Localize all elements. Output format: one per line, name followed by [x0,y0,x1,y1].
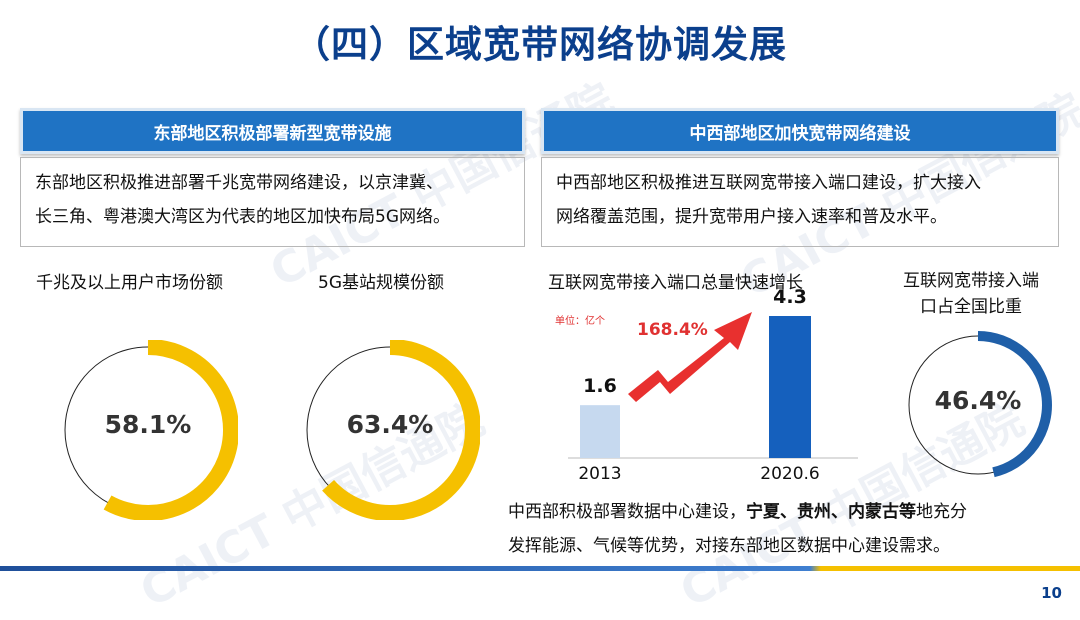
datacenter-line1-tail: 地充分 [916,502,967,522]
bar-2013 [580,405,620,458]
bar-2020-6-value-label: 4.3 [773,286,807,308]
growth-rate-label: 168.4% [637,320,708,340]
5g-share-value: 63.4% [346,410,434,439]
left-section-header: 东部地区积极部署新型宽带设施 [20,108,525,154]
port-share-ring [908,331,1052,478]
ring-progress-arc [977,331,1052,478]
datacenter-line2: 发挥能源、气候等优势，对接东部地区数据中心建设需求。 [508,536,950,556]
ring-progress-arc [103,340,238,520]
growth-arrow-icon [628,312,752,402]
page-number: 10 [1041,584,1062,602]
chart-unit-label: 单位：亿个 [555,316,605,327]
ring-progress-arc [322,340,480,520]
gigabit-share-ring [64,340,238,520]
page-title: （四）区域宽带网络协调发展 [293,23,787,66]
right-description-line1: 中西部地区积极推进互联网宽带接入端口建设，扩大接入 [556,173,981,193]
left-description: 东部地区积极推进部署千兆宽带网络建设，以京津冀、 长三角、粤港澳大湾区为代表的地… [20,157,525,247]
right-section-header: 中西部地区加快宽带网络建设 [541,108,1059,154]
datacenter-line1-text: 中西部积极部署数据中心建设， [508,502,746,522]
port-share-label-line1: 互联网宽带接入端 [903,271,1039,291]
5g-share-ring [306,340,480,520]
bar-2020-6 [769,316,811,458]
datacenter-line1: 中西部积极部署数据中心建设，宁夏、贵州、内蒙古等地充分 [508,495,1068,529]
left-description-line1: 东部地区积极推进部署千兆宽带网络建设，以京津冀、 [35,173,443,193]
x-tick-2020-6: 2020.6 [760,464,820,484]
right-description-line2: 网络覆盖范围，提升宽带用户接入速率和普及水平。 [556,207,947,227]
port-share-label-line2: 口占全国比重 [920,297,1022,317]
datacenter-regions: 宁夏、贵州、内蒙古等 [746,502,916,522]
port-growth-bar-chart [568,312,858,459]
right-description: 中西部地区积极推进互联网宽带接入端口建设，扩大接入 网络覆盖范围，提升宽带用户接… [541,157,1059,247]
gigabit-share-value: 58.1% [104,410,192,439]
gigabit-share-label: 千兆及以上用户市场份额 [36,273,223,293]
datacenter-description: 中西部积极部署数据中心建设，宁夏、贵州、内蒙古等地充分 发挥能源、气候等优势，对… [508,495,1068,563]
5g-share-label: 5G基站规模份额 [318,273,444,293]
footer-bar [0,566,1080,571]
chart-title: 互联网宽带接入端口总量快速增长 [548,273,803,293]
left-description-line2: 长三角、粤港澳大湾区为代表的地区加快布局5G网络。 [35,207,450,227]
x-tick-2013: 2013 [578,464,622,484]
bar-2013-value-label: 1.6 [583,375,617,398]
port-share-label: 互联网宽带接入端 口占全国比重 [886,268,1056,320]
port-share-value: 46.4% [934,386,1022,415]
